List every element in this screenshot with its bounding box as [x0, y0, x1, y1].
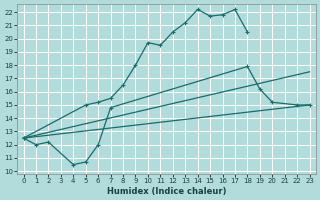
X-axis label: Humidex (Indice chaleur): Humidex (Indice chaleur)	[107, 187, 226, 196]
